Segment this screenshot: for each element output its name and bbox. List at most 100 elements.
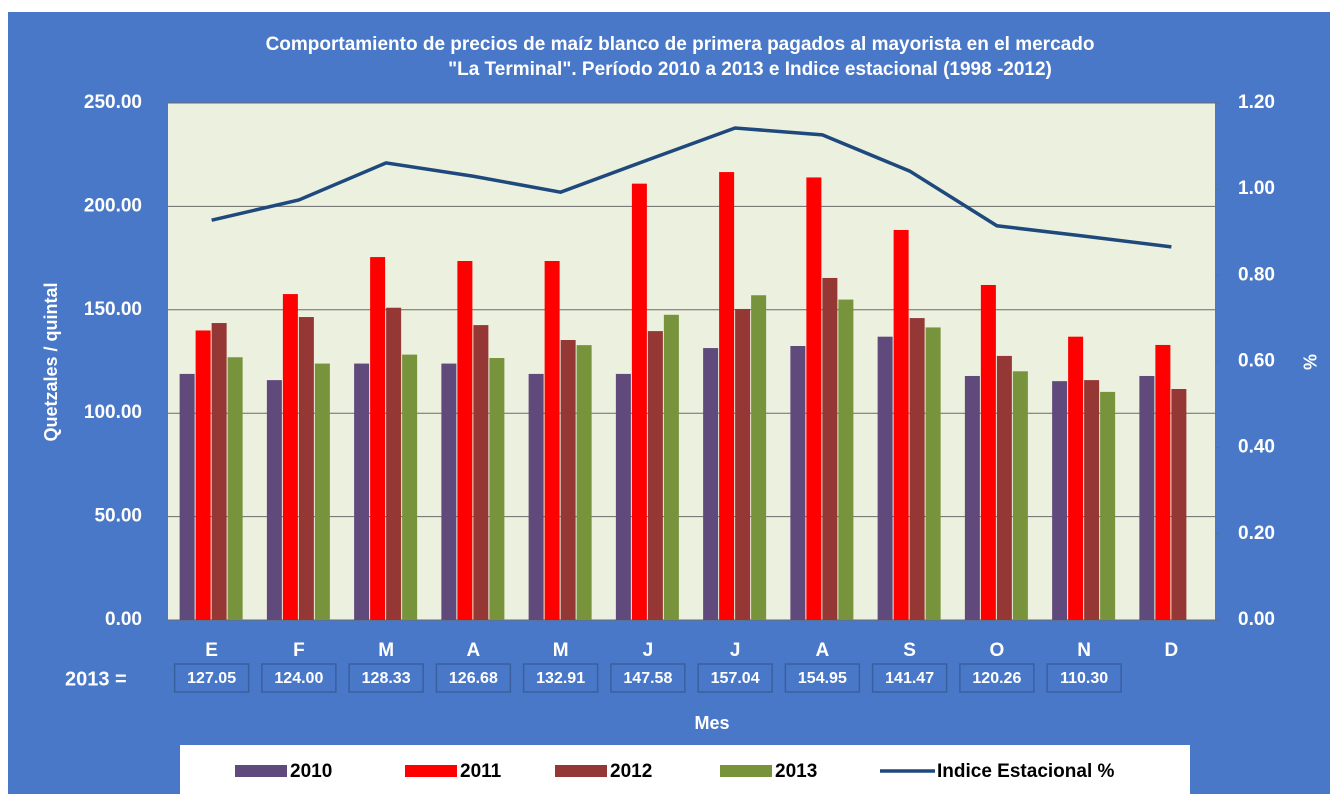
value-label: 147.58 [623,670,672,687]
legend-swatch [235,765,287,777]
y2-tick-label: 1.00 [1238,178,1275,199]
x-tick-label: O [989,640,1004,661]
value-label-box [871,663,948,693]
y2-axis-label: % [1299,354,1319,370]
legend-swatch [405,765,457,777]
bar [925,327,941,620]
x-tick-label: E [205,640,218,661]
bar [195,330,211,620]
bar [806,177,822,620]
legend-label: 2010 [290,761,332,782]
line [211,126,1172,249]
value-label: 128.33 [362,670,411,687]
value-label-box [173,663,250,693]
bar [735,308,751,620]
bar [1012,371,1028,620]
y-tick-label: 250.00 [84,92,142,113]
legend-label: 2013 [775,761,817,782]
bar [298,317,314,620]
value-label: 124.00 [274,670,323,687]
y2-tick-label: 0.20 [1238,523,1275,544]
value-label-box [784,663,861,693]
value-label-box [261,663,337,693]
x-tick-label: S [903,640,916,661]
bar [441,363,457,620]
bar [227,357,243,620]
x-tick-label: D [1165,640,1179,661]
bar [877,336,893,620]
bar [893,229,909,620]
y-tick-label: 150.00 [84,299,142,320]
bar [266,380,282,620]
y2-tick-label: 0.80 [1238,264,1275,285]
bar [576,345,592,620]
bar [370,257,386,620]
bar [909,318,925,620]
bar [663,314,679,620]
chart-title: Comportamiento de precios de maíz blanco… [266,34,1095,55]
x-tick-label: J [730,640,741,661]
bar [1155,344,1171,620]
plot-area [168,103,1215,620]
bar [179,373,195,620]
legend-label: 2012 [610,761,652,782]
bar [751,295,767,620]
value-label-box [348,663,424,693]
y2-tick-label: 0.60 [1238,351,1275,372]
bar [980,284,996,620]
bar [282,294,298,620]
y-tick-label: 100.00 [84,402,142,423]
y-tick-label: 50.00 [94,506,142,527]
bar [631,183,647,621]
bar [996,355,1012,620]
y2-tick-label: 0.00 [1238,609,1275,630]
value-label-box [1046,663,1122,693]
bar [1139,375,1155,620]
bar [386,307,402,620]
bar [703,348,719,620]
y-tick-label: 0.00 [105,609,142,630]
bar [402,354,418,620]
bar [544,260,560,620]
x-tick-label: N [1077,640,1091,661]
value-label: 157.04 [711,670,760,687]
chart-title: "La Terminal". Período 2010 a 2013 e Ind… [448,59,1052,80]
bar [489,358,505,620]
y2-tick-label: 1.20 [1238,92,1275,113]
legend [180,745,1190,794]
value-label: 132.91 [536,670,585,687]
bar [1171,389,1187,620]
bar [211,323,227,620]
value-label: 110.30 [1060,670,1108,687]
legend-label: 2011 [460,761,502,782]
bar [473,325,489,620]
value-label: 126.68 [449,670,498,687]
value-label-box [610,663,686,693]
bar [615,373,631,620]
bar [647,331,663,620]
legend-label: Indice Estacional % [937,761,1114,782]
value-label: 120.26 [972,670,1021,687]
x-tick-label: J [643,640,654,661]
legend-swatch [720,765,772,777]
legend-swatch [555,765,607,777]
bar [822,277,838,620]
value-label: 127.05 [187,670,236,687]
x-tick-label: M [553,640,569,661]
bar [1084,380,1100,620]
bar [1052,381,1068,620]
bar [457,260,473,620]
y2-tick-label: 0.40 [1238,437,1275,458]
bar [719,172,735,620]
bar [560,339,576,620]
bar [1100,391,1116,620]
bar [354,363,370,620]
bar [790,345,806,620]
value-label-box [697,663,773,693]
bar [314,363,330,620]
value-label-box [959,663,1035,693]
value-label-box [435,663,512,693]
x-tick-label: F [293,640,305,661]
